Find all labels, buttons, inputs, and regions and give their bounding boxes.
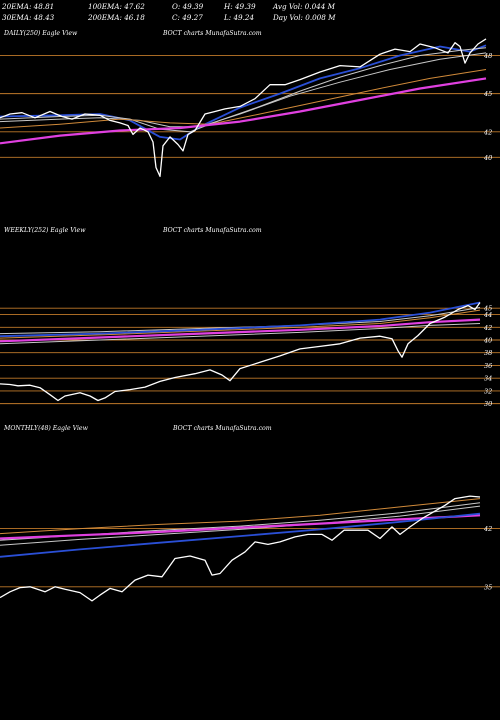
weekly-ema-line-3: [0, 301, 481, 338]
stat-open: O: 49.39: [172, 2, 204, 11]
monthly-price-line: [0, 495, 481, 602]
weekly-tick-label: 42: [483, 324, 492, 332]
weekly-tick-label: 40: [483, 337, 492, 345]
stat-avg-vol: Avg Vol: 0.044 M: [272, 2, 336, 11]
daily-tick-label: 48: [483, 52, 492, 60]
weekly-tick-label: 30: [484, 400, 492, 408]
header-stats: 20EMA: 48.81 100EMA: 47.62 O: 49.39 H: 4…: [1, 2, 336, 22]
daily-tick-label: 40: [483, 154, 492, 162]
stat-30ema: 30EMA: 48.43: [2, 13, 55, 22]
daily-panel-label: DAILY(250) Eagle View: [3, 30, 78, 37]
weekly-panel-watermark: BOCT charts MunafaSutra.com: [162, 227, 262, 234]
monthly-panel: MONTHLY(48) Eagle View BOCT charts Munaf…: [0, 425, 500, 602]
weekly-tick-label: 36: [484, 362, 492, 370]
stat-100ema: 100EMA: 47.62: [88, 2, 145, 11]
monthly-ema-line-3: [0, 505, 481, 546]
weekly-tick-label: 45: [483, 305, 492, 313]
stat-low: L: 49.24: [223, 13, 254, 22]
weekly-tick-label: 34: [484, 375, 492, 383]
daily-panel: DAILY(250) Eagle View BOCT charts Munafa…: [0, 30, 500, 178]
monthly-ema-line-1: [0, 498, 481, 535]
daily-tick-label: 42: [483, 128, 492, 136]
weekly-panel-label: WEEKLY(252) Eagle View: [4, 227, 86, 234]
daily-ema-line-4: [0, 69, 487, 129]
monthly-ema-line-4: [0, 514, 481, 540]
daily-tick-label: 45: [483, 90, 492, 98]
daily-panel-watermark: BOCT charts MunafaSutra.com: [162, 30, 262, 37]
daily-ema-line-3: [0, 52, 487, 128]
weekly-ema-line-2: [0, 309, 481, 339]
stat-day-vol: Day Vol: 0.008 M: [272, 13, 336, 22]
daily-ema-line-2: [0, 47, 487, 133]
monthly-plot: 42 35: [0, 495, 500, 602]
weekly-ema-line-4: [0, 318, 481, 343]
daily-ema-line-5: [0, 77, 487, 145]
monthly-panel-watermark: BOCT charts MunafaSutra.com: [172, 425, 272, 432]
weekly-tick-label: 32: [484, 387, 492, 395]
weekly-tick-label: 44: [483, 311, 492, 319]
stat-20ema: 20EMA: 48.81: [1, 2, 54, 11]
weekly-price-line: [0, 302, 481, 402]
weekly-ema-line-5: [0, 323, 481, 345]
monthly-tick-label: 42: [483, 525, 492, 533]
stat-200ema: 200EMA: 46.18: [87, 13, 145, 22]
daily-price-line: [0, 38, 487, 178]
stat-high: H: 49.39: [223, 2, 256, 11]
stat-close: C: 49.27: [172, 13, 203, 22]
monthly-panel-label: MONTHLY(48) Eagle View: [3, 425, 89, 432]
daily-plot: 48 45 42 40: [0, 38, 500, 178]
monthly-tick-label: 35: [484, 583, 492, 591]
weekly-tick-label: 38: [484, 349, 492, 357]
weekly-panel: WEEKLY(252) Eagle View BOCT charts Munaf…: [0, 227, 500, 408]
monthly-ema-line-5: [0, 512, 481, 558]
